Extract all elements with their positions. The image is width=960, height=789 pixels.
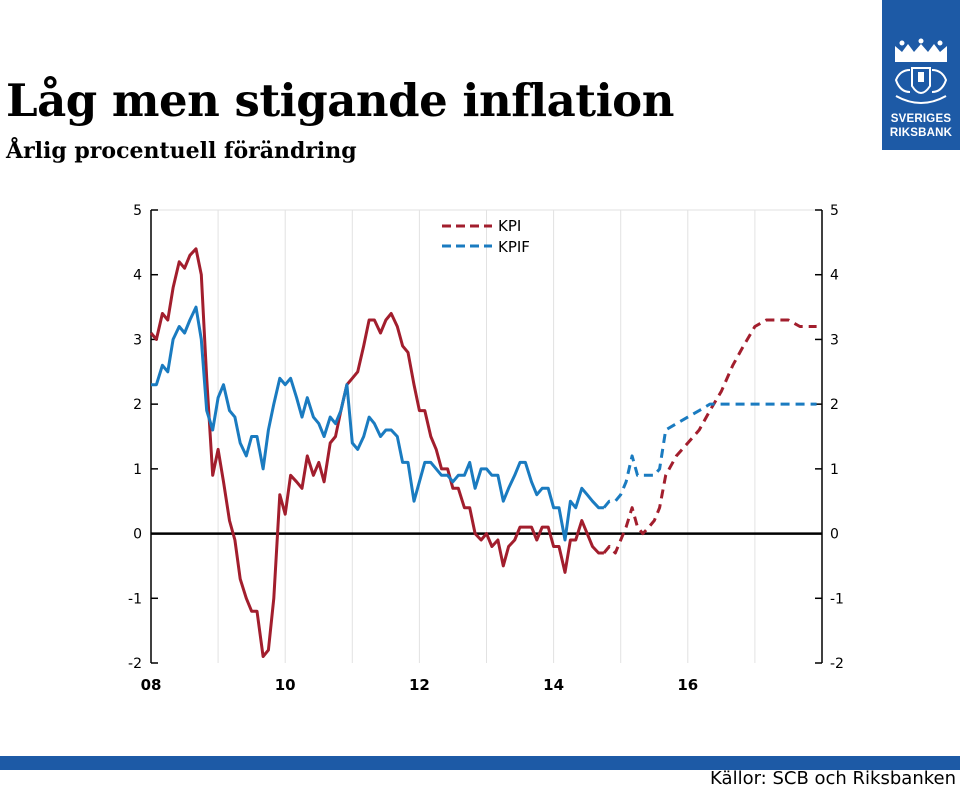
inflation-chart: -2 -2-1 -10 01 12 23 34 45 508 10 12 14 16 KPI KPIF [128, 203, 844, 694]
y-tick-label-right: 0 [830, 527, 839, 543]
y-tick-label-left: 1 [133, 462, 142, 478]
source-note: Källor: SCB och Riksbanken [710, 768, 956, 789]
legend-label-kpi: KPI [498, 217, 521, 235]
series-line-kpi-outcome [149, 247, 604, 658]
y-tick-label-left: 3 [133, 332, 142, 348]
y-tick-label-right: -2 [830, 656, 844, 672]
x-tick-label: 08 [141, 676, 162, 694]
y-tick-label-left: 2 [133, 397, 142, 413]
page-subtitle: Årlig procentuell förändring [6, 138, 357, 164]
chart-legend: KPI KPIF [442, 217, 530, 256]
x-tick-label: 16 [677, 676, 698, 694]
y-tick-label-right: -1 [830, 591, 844, 607]
chart-series [149, 247, 817, 658]
footer-bar [0, 756, 960, 770]
y-tick-label-right: 4 [830, 268, 839, 284]
crowned-shield-emblem-icon [894, 38, 948, 104]
page-title: Låg men stigande inflation [6, 74, 674, 127]
chart-grid [151, 209, 822, 663]
legend-label-kpif: KPIF [498, 238, 530, 256]
x-tick-label: 12 [409, 676, 430, 694]
x-tick-label: 10 [275, 676, 296, 694]
y-tick-label-left: 4 [133, 268, 142, 284]
series-line-kpif-outcome [151, 305, 604, 542]
y-tick-label-left: 5 [133, 203, 142, 219]
x-tick-label: 14 [543, 676, 564, 694]
riksbank-logo: SVERIGES RIKSBANK [882, 0, 960, 150]
logo-line-1: SVERIGES [890, 113, 952, 125]
logo-line-2: RIKSBANK [889, 127, 953, 139]
series-line-kpi-forecast [602, 318, 817, 555]
y-tick-label-right: 1 [830, 462, 839, 478]
series-line-kpif-forecast [602, 402, 817, 509]
y-tick-label-left: 0 [133, 527, 142, 543]
y-tick-label-left: -2 [128, 656, 142, 672]
y-tick-label-left: -1 [128, 591, 142, 607]
y-tick-label-right: 2 [830, 397, 839, 413]
y-tick-label-right: 5 [830, 203, 839, 219]
y-tick-label-right: 3 [830, 332, 839, 348]
